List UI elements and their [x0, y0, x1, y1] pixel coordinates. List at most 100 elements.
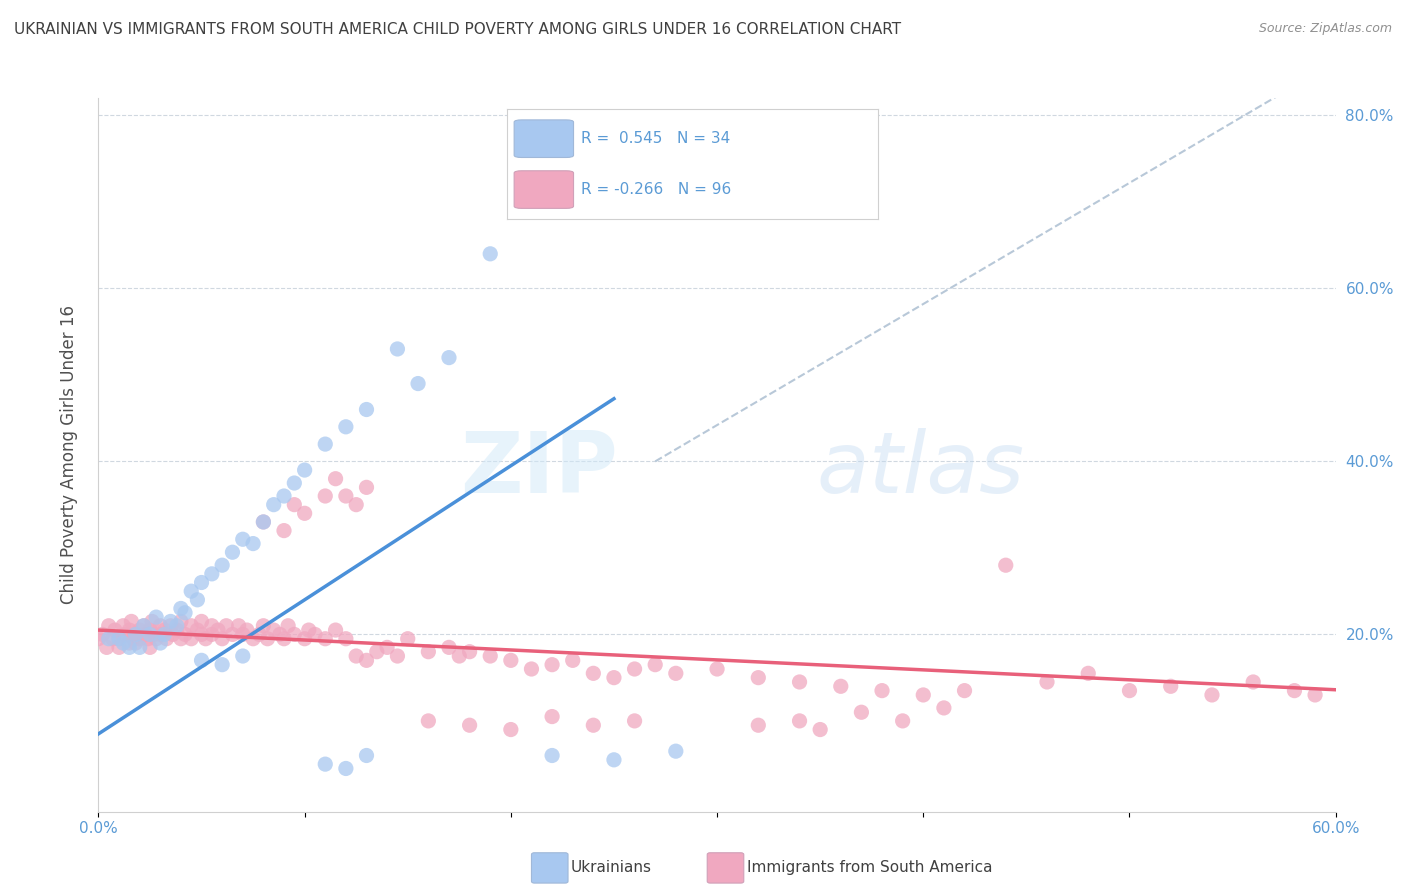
Point	[91, 627, 114, 641]
Point	[335, 489, 357, 503]
Point	[155, 632, 177, 646]
Point	[1077, 666, 1099, 681]
Point	[953, 683, 976, 698]
Point	[387, 648, 409, 663]
Point	[242, 536, 264, 550]
Point	[283, 627, 305, 641]
Point	[458, 718, 481, 732]
Point	[437, 640, 460, 655]
Point	[1241, 675, 1264, 690]
Text: Ukrainians: Ukrainians	[571, 861, 652, 875]
Point	[356, 480, 378, 494]
Text: atlas: atlas	[815, 427, 1024, 511]
Point	[263, 623, 285, 637]
Point	[356, 748, 378, 763]
Point	[128, 623, 150, 637]
Point	[356, 402, 378, 417]
Point	[418, 645, 440, 659]
Point	[283, 498, 305, 512]
Point	[97, 619, 120, 633]
Point	[499, 723, 522, 737]
Point	[1160, 679, 1182, 693]
Point	[273, 632, 295, 646]
Y-axis label: Child Poverty Among Girls Under 16: Child Poverty Among Girls Under 16	[59, 305, 77, 605]
Point	[1284, 683, 1306, 698]
Point	[190, 615, 212, 629]
Point	[145, 632, 167, 646]
Point	[298, 623, 321, 637]
Point	[159, 619, 181, 633]
Point	[174, 606, 197, 620]
Point	[186, 623, 208, 637]
Point	[186, 592, 208, 607]
Point	[215, 619, 238, 633]
Point	[136, 632, 159, 646]
Point	[112, 636, 135, 650]
Point	[139, 627, 162, 641]
Point	[479, 247, 502, 261]
Point	[294, 632, 316, 646]
Point	[180, 584, 202, 599]
Point	[194, 632, 217, 646]
Point	[166, 619, 188, 633]
Point	[623, 714, 645, 728]
Point	[335, 419, 357, 434]
Point	[314, 632, 336, 646]
Point	[108, 632, 131, 646]
Point	[932, 701, 955, 715]
Point	[211, 657, 233, 672]
Point	[644, 657, 666, 672]
Point	[314, 437, 336, 451]
Point	[851, 705, 873, 719]
Point	[132, 619, 155, 633]
Point	[252, 515, 274, 529]
Point	[118, 623, 141, 637]
Point	[582, 718, 605, 732]
Point	[211, 558, 233, 573]
Text: ZIP: ZIP	[460, 427, 619, 511]
Point	[120, 615, 142, 629]
Point	[366, 645, 388, 659]
Text: Source: ZipAtlas.com: Source: ZipAtlas.com	[1258, 22, 1392, 36]
Point	[603, 753, 626, 767]
Point	[269, 627, 291, 641]
Point	[118, 640, 141, 655]
Point	[232, 648, 254, 663]
Point	[149, 636, 172, 650]
Point	[211, 632, 233, 646]
Point	[159, 615, 181, 629]
Point	[273, 524, 295, 538]
Point	[149, 627, 172, 641]
Point	[139, 623, 162, 637]
Point	[242, 632, 264, 646]
Point	[912, 688, 935, 702]
Point	[166, 623, 188, 637]
Point	[221, 545, 243, 559]
Point	[325, 623, 347, 637]
Point	[1118, 683, 1140, 698]
Point	[314, 757, 336, 772]
Point	[252, 619, 274, 633]
Point	[128, 640, 150, 655]
Point	[541, 709, 564, 723]
Point	[623, 662, 645, 676]
Point	[335, 632, 357, 646]
Point	[789, 714, 811, 728]
Point	[221, 627, 243, 641]
Point	[747, 718, 769, 732]
Point	[520, 662, 543, 676]
Point	[277, 619, 299, 633]
Point	[304, 627, 326, 641]
Point	[114, 627, 136, 641]
Point	[479, 648, 502, 663]
Point	[108, 640, 131, 655]
Point	[232, 533, 254, 547]
Point	[247, 627, 270, 641]
Text: UKRAINIAN VS IMMIGRANTS FROM SOUTH AMERICA CHILD POVERTY AMONG GIRLS UNDER 16 CO: UKRAINIAN VS IMMIGRANTS FROM SOUTH AMERI…	[14, 22, 901, 37]
Point	[325, 472, 347, 486]
Point	[97, 632, 120, 646]
Point	[458, 645, 481, 659]
Point	[232, 627, 254, 641]
Point	[603, 671, 626, 685]
Point	[294, 463, 316, 477]
